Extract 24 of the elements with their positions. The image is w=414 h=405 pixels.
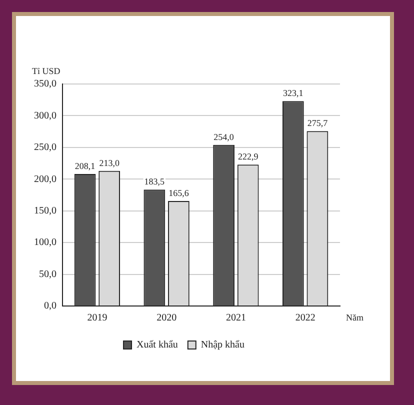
legend-label: Nhập khẩu (200, 340, 244, 351)
data-label: 254,0 (214, 132, 234, 142)
x-tick-label: 2020 (156, 312, 177, 324)
data-label: 323,1 (283, 88, 304, 98)
data-label: 208,1 (74, 160, 96, 171)
y-tick-label: 100,0 (34, 237, 56, 248)
data-label: 165,6 (168, 188, 190, 198)
data-label: 222,9 (238, 151, 259, 162)
y-tick-label: 350,0 (34, 78, 56, 90)
y-tick-label: 0,0 (44, 300, 56, 312)
data-label: 275,7 (307, 118, 328, 128)
y-tick-label: 300,0 (34, 110, 56, 122)
x-tick-label: 2021 (226, 312, 246, 324)
data-label: 183,5 (144, 176, 166, 186)
y-tick-label: 150,0 (34, 205, 56, 216)
x-tick-label: 2022 (295, 312, 316, 324)
y-tick-label: 250,0 (34, 142, 56, 154)
y-axis-title: Tỉ USD (32, 66, 61, 76)
y-tick-label: 50,0 (39, 268, 56, 280)
y-tick-label: 200,0 (34, 174, 56, 185)
legend-label: Xuất khẩu (136, 340, 178, 351)
x-axis-title: Năm (346, 312, 364, 322)
data-label: 213,0 (99, 158, 120, 168)
x-tick-label: 2019 (87, 312, 108, 324)
